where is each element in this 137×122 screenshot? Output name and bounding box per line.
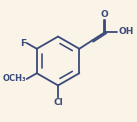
Text: O: O — [101, 10, 109, 19]
Text: OH: OH — [118, 27, 134, 36]
Text: OCH₃: OCH₃ — [3, 74, 26, 83]
Text: Cl: Cl — [53, 98, 63, 107]
Text: F: F — [20, 39, 26, 48]
